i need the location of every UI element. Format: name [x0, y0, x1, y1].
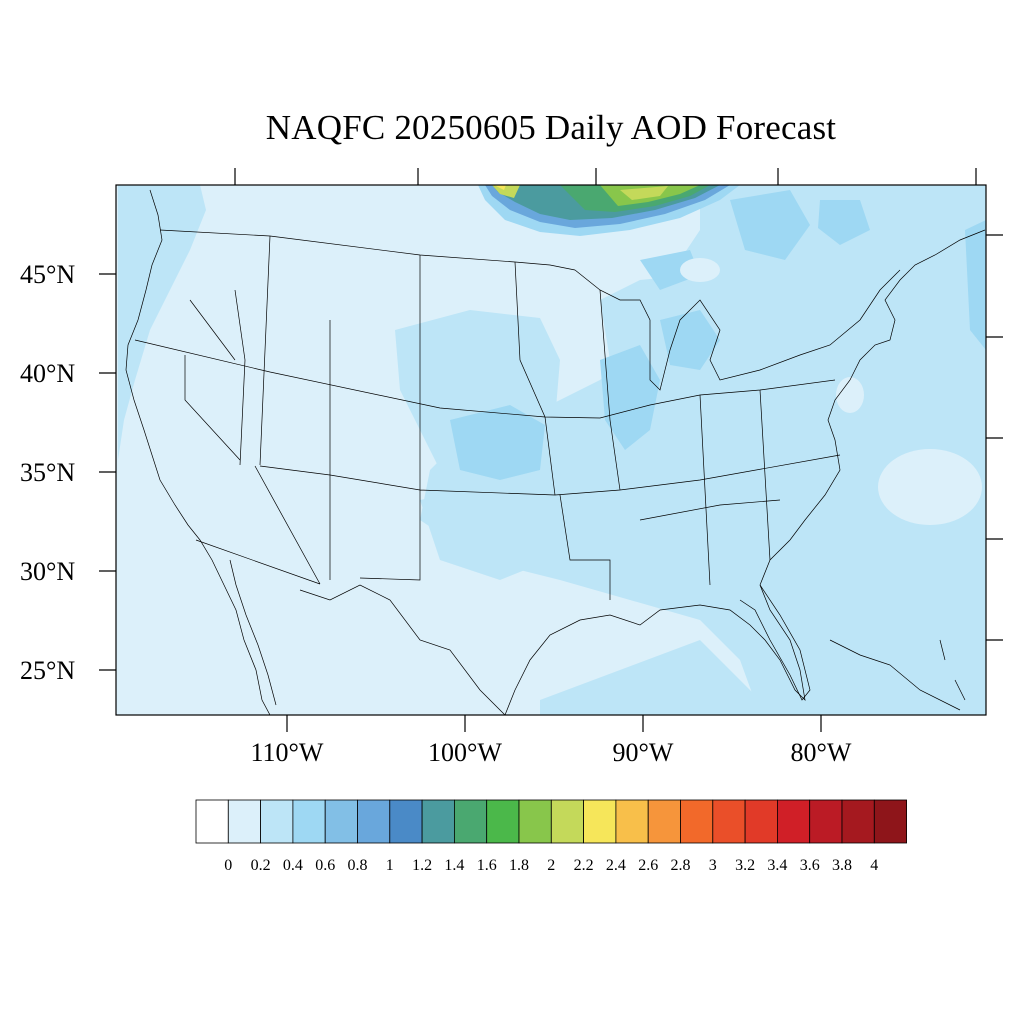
- colorbar-swatch: [583, 799, 617, 844]
- colorbar-tick-label: 0.2: [251, 857, 271, 874]
- colorbar-swatch: [680, 799, 714, 844]
- colorbar-tick-label: 2.8: [671, 857, 691, 874]
- lon-label-80w: 80°W: [791, 738, 852, 767]
- colorbar-tick-label: 1.6: [477, 857, 497, 874]
- lat-label-40n: 40°N: [20, 359, 75, 388]
- colorbar-swatch: [550, 799, 584, 844]
- map-frame: [115, 184, 987, 716]
- left-ticks: [99, 273, 116, 671]
- lat-label-35n: 35°N: [20, 458, 75, 487]
- top-ticks: [234, 168, 977, 185]
- colorbar-swatch: [260, 799, 294, 844]
- colorbar-tick-label: 2.6: [638, 857, 658, 874]
- colorbar-tick-label: 0: [224, 857, 232, 874]
- colorbar-swatch: [324, 799, 358, 844]
- colorbar-tick-label: 3: [709, 857, 717, 874]
- colorbar-tick-label: 2.2: [574, 857, 594, 874]
- colorbar-tick-label: 3.8: [832, 857, 852, 874]
- colorbar-tick-label: 1.2: [412, 857, 432, 874]
- lat-label-25n: 25°N: [20, 656, 75, 685]
- colorbar-tick-label: 1: [386, 857, 394, 874]
- smoke-plume: [478, 185, 740, 236]
- colorbar-swatch: [615, 799, 649, 844]
- colorbar-tick-label: 1.4: [444, 857, 464, 874]
- boundaries: [125, 189, 986, 715]
- colorbar-swatch: [227, 799, 262, 844]
- colorbar-swatch: [292, 799, 326, 844]
- colorbar-labels: 0 0.2 0.4 0.6 0.8 1 1.2 1.4 1.6 1.8 2 2.2 2.4 2.6 2.8 3…: [224, 857, 878, 874]
- colorbar-swatch: [841, 799, 875, 844]
- colorbar-tick-label: 2: [547, 857, 555, 874]
- colorbar-swatch: [195, 799, 229, 844]
- colorbar-tick-label: 3.6: [800, 857, 820, 874]
- lon-label-110w: 110°W: [251, 738, 324, 767]
- colorbar-swatch: [357, 799, 391, 844]
- colorbar: [195, 799, 907, 844]
- colorbar-swatch: [777, 799, 811, 844]
- lat-label-30n: 30°N: [20, 557, 75, 586]
- cuba-bahamas: [829, 639, 966, 711]
- colorbar-swatch: [712, 799, 746, 844]
- bottom-ticks: [286, 715, 822, 732]
- colorbar-swatch: [486, 799, 520, 844]
- colorbar-tick-label: 0.6: [315, 857, 335, 874]
- map-title: NAQFC 20250605 Daily AOD Forecast: [265, 108, 837, 147]
- lat-label-45n: 45°N: [20, 260, 75, 289]
- aod-low-pockets: [680, 258, 982, 525]
- colorbar-tick-label: 4: [870, 857, 878, 874]
- colorbar-swatch: [518, 799, 552, 844]
- lon-label-100w: 100°W: [428, 738, 502, 767]
- canada-border: [159, 229, 576, 271]
- colorbar-swatch: [647, 799, 681, 844]
- colorbar-swatch: [389, 799, 423, 844]
- colorbar-swatch: [873, 799, 907, 844]
- right-ticks: [986, 234, 1003, 641]
- west-coastline: [125, 189, 271, 715]
- baja-coast: [229, 559, 277, 706]
- colorbar-tick-label: 0.4: [283, 857, 303, 874]
- colorbar-swatch: [809, 799, 843, 844]
- colorbar-tick-label: 1.8: [509, 857, 529, 874]
- map-panel: [116, 185, 986, 715]
- colorbar-tick-label: 3.2: [735, 857, 755, 874]
- colorbar-tick-label: 3.4: [767, 857, 787, 874]
- colorbar-swatch: [453, 799, 488, 844]
- east-coastline: [759, 229, 986, 586]
- state-lines-vertical: [184, 235, 771, 586]
- lon-label-90w: 90°W: [613, 738, 674, 767]
- colorbar-swatch: [421, 799, 455, 844]
- great-lakes: [574, 269, 901, 391]
- florida: [739, 584, 811, 701]
- colorbar-swatch: [744, 799, 778, 844]
- aod-elevated-areas: [450, 190, 986, 480]
- colorbar-tick-label: 2.4: [606, 857, 626, 874]
- colorbar-tick-label: 0.8: [348, 857, 368, 874]
- gulf-coastline: [299, 584, 806, 715]
